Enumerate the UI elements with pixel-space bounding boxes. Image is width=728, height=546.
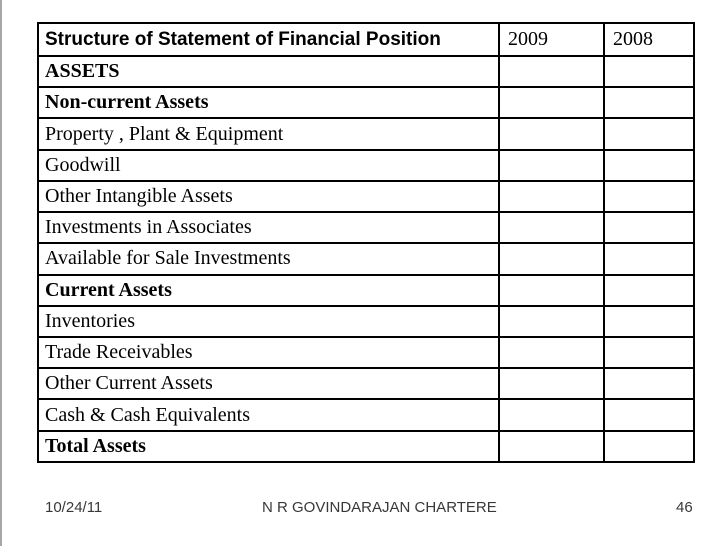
row-label: Other Current Assets — [37, 367, 500, 401]
table-row: Current Assets — [37, 273, 695, 307]
table-row: Investments in Associates — [37, 211, 695, 245]
value-cell-2009 — [498, 117, 605, 151]
value-cell-2009 — [498, 148, 605, 182]
value-cell-2008 — [603, 335, 695, 370]
row-label: Available for Sale Investments — [37, 242, 500, 276]
table-row: Total Assets — [37, 429, 695, 464]
row-label: Total Assets — [37, 429, 500, 464]
value-cell-2008 — [603, 86, 695, 120]
value-cell-2009 — [498, 179, 605, 214]
value-cell-2008 — [603, 273, 695, 307]
column-header-2009: 2009 — [498, 22, 605, 57]
row-label: Cash & Cash Equivalents — [37, 398, 500, 432]
row-label: Current Assets — [37, 273, 500, 307]
row-label: Goodwill — [37, 148, 500, 182]
value-cell-2008 — [603, 398, 695, 432]
value-cell-2009 — [498, 242, 605, 276]
column-header-2008: 2008 — [603, 22, 695, 57]
value-cell-2009 — [498, 211, 605, 245]
row-label: Non-current Assets — [37, 86, 500, 120]
value-cell-2008 — [603, 148, 695, 182]
table-row: Trade Receivables — [37, 335, 695, 370]
table-row: Other Current Assets — [37, 367, 695, 401]
row-label: Investments in Associates — [37, 211, 500, 245]
row-label: Trade Receivables — [37, 335, 500, 370]
slide-left-edge — [0, 0, 2, 546]
value-cell-2009 — [498, 54, 605, 89]
value-cell-2008 — [603, 211, 695, 245]
value-cell-2009 — [498, 304, 605, 338]
row-label: Other Intangible Assets — [37, 179, 500, 214]
value-cell-2008 — [603, 304, 695, 338]
value-cell-2008 — [603, 429, 695, 464]
value-cell-2008 — [603, 54, 695, 89]
value-cell-2008 — [603, 367, 695, 401]
value-cell-2009 — [498, 335, 605, 370]
row-label: Inventories — [37, 304, 500, 338]
row-label: Property , Plant & Equipment — [37, 117, 500, 151]
table-header-row: Structure of Statement of Financial Posi… — [37, 22, 695, 57]
table-row: ASSETS — [37, 54, 695, 89]
table-row: Available for Sale Investments — [37, 242, 695, 276]
value-cell-2009 — [498, 273, 605, 307]
value-cell-2008 — [603, 242, 695, 276]
table-title: Structure of Statement of Financial Posi… — [37, 22, 500, 57]
footer-date: 10/24/11 — [45, 499, 103, 516]
financial-position-table: Structure of Statement of Financial Posi… — [37, 22, 695, 464]
table-row: Other Intangible Assets — [37, 179, 695, 214]
table-row: Cash & Cash Equivalents — [37, 398, 695, 432]
value-cell-2009 — [498, 429, 605, 464]
table-row: Property , Plant & Equipment — [37, 117, 695, 151]
value-cell-2009 — [498, 86, 605, 120]
value-cell-2009 — [498, 398, 605, 432]
row-label: ASSETS — [37, 54, 500, 89]
table-row: Inventories — [37, 304, 695, 338]
value-cell-2008 — [603, 117, 695, 151]
footer-page-number: 46 — [676, 499, 693, 516]
value-cell-2009 — [498, 367, 605, 401]
table-row: Non-current Assets — [37, 86, 695, 120]
value-cell-2008 — [603, 179, 695, 214]
table-row: Goodwill — [37, 148, 695, 182]
footer-author-text: N R GOVINDARAJAN CHARTERED — [262, 499, 498, 516]
